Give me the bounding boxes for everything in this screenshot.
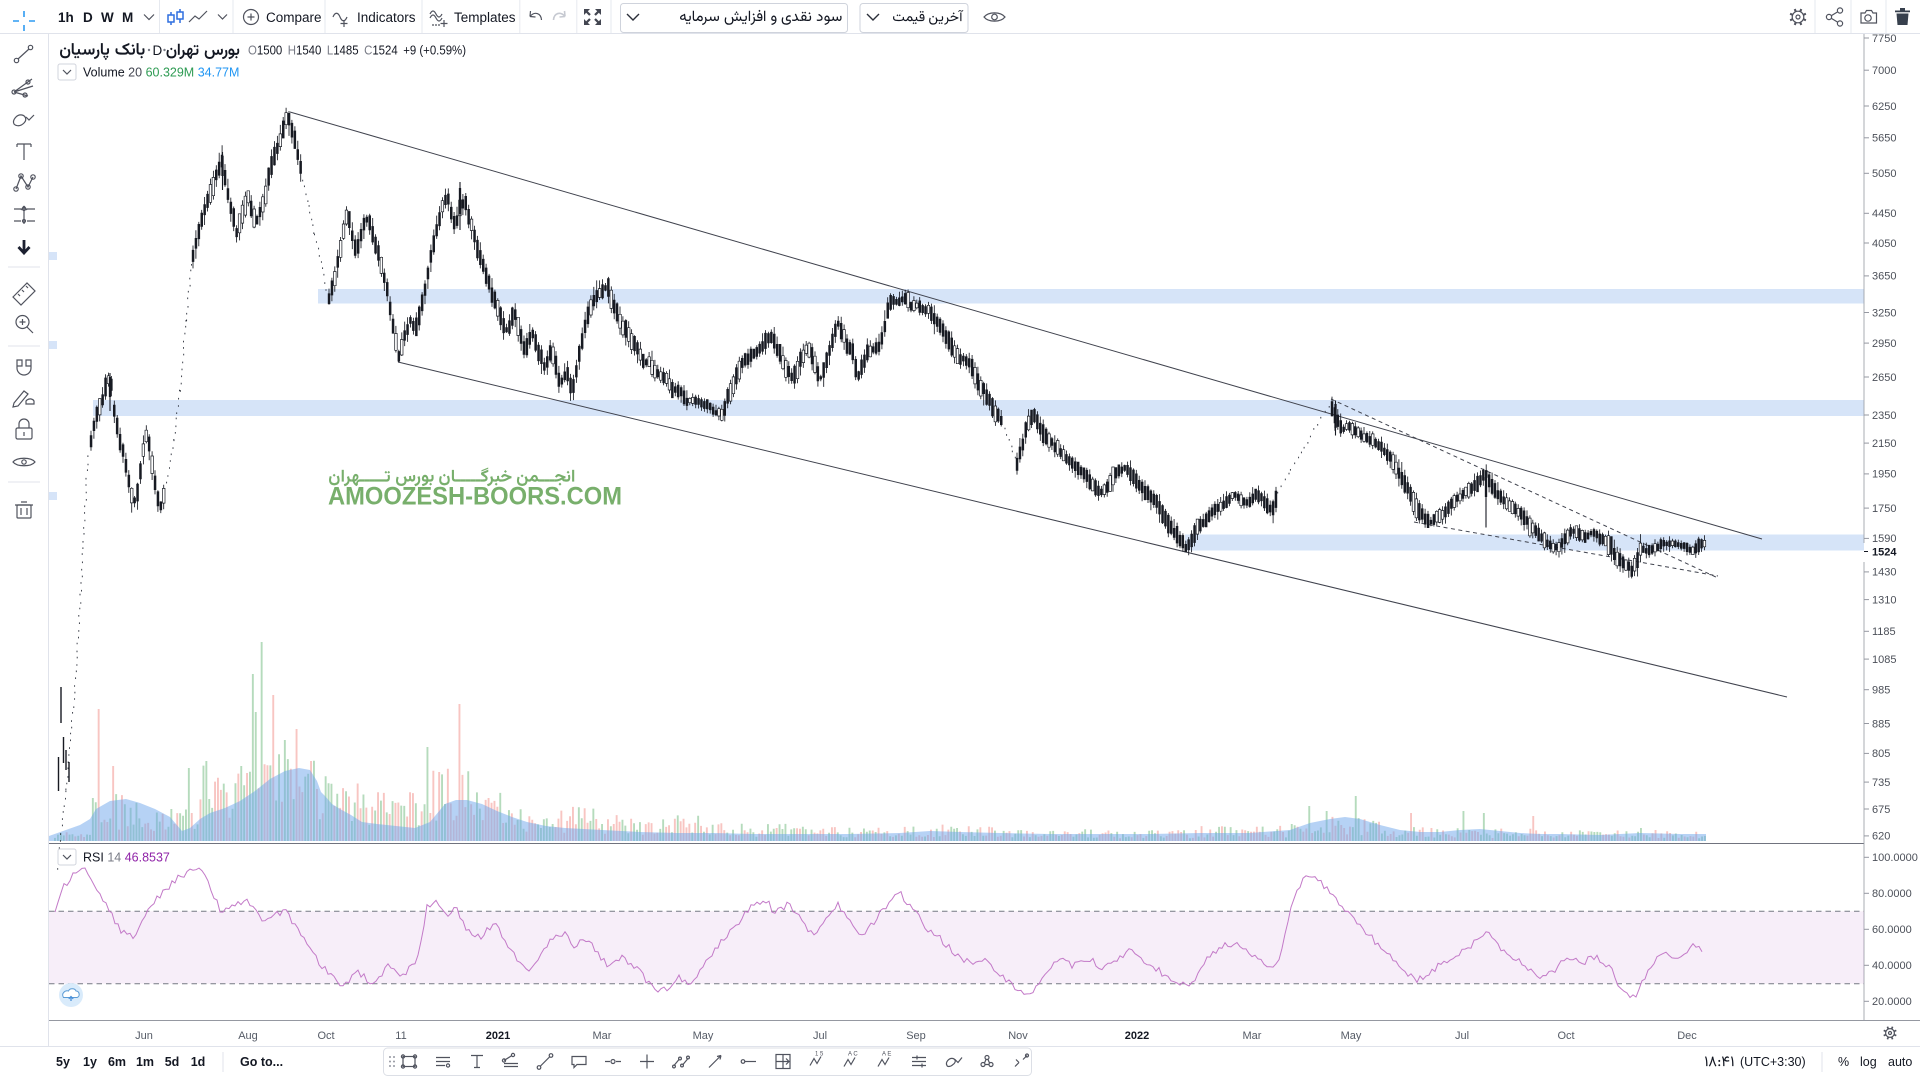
svg-text:5y: 5y: [56, 1055, 70, 1069]
svg-text:40.0000: 40.0000: [1872, 960, 1912, 972]
svg-text:AMOOZESH-BOORS.COM: AMOOZESH-BOORS.COM: [328, 483, 622, 511]
svg-text:6250: 6250: [1872, 101, 1896, 113]
svg-text:2650: 2650: [1872, 372, 1896, 384]
svg-text:20.0000: 20.0000: [1872, 996, 1912, 1008]
svg-text:1524: 1524: [1872, 546, 1897, 558]
svg-text:W: W: [101, 10, 114, 25]
svg-text:1590: 1590: [1872, 533, 1896, 545]
svg-text:auto: auto: [1888, 1055, 1912, 1069]
svg-text:1h: 1h: [58, 10, 74, 25]
svg-text:Compare: Compare: [266, 10, 322, 25]
svg-text:Mar: Mar: [1243, 1030, 1262, 1042]
svg-text:D: D: [153, 43, 163, 58]
svg-text:log: log: [1860, 1055, 1877, 1069]
svg-text:11: 11: [395, 1030, 406, 1042]
svg-text:3650: 3650: [1872, 271, 1896, 283]
svg-text:2150: 2150: [1872, 438, 1896, 450]
svg-text:May: May: [693, 1030, 714, 1042]
svg-text:7000: 7000: [1872, 65, 1896, 77]
svg-text:2950: 2950: [1872, 338, 1896, 350]
svg-text:5050: 5050: [1872, 168, 1896, 180]
svg-text:Indicators: Indicators: [357, 10, 416, 25]
svg-text:1310: 1310: [1872, 594, 1896, 606]
svg-text:Jul: Jul: [813, 1030, 827, 1042]
svg-text:%: %: [1838, 1055, 1849, 1069]
svg-text:5650: 5650: [1872, 133, 1896, 145]
svg-text:Nov: Nov: [1008, 1030, 1028, 1042]
svg-text:675: 675: [1872, 804, 1890, 816]
svg-text:D: D: [83, 10, 93, 25]
svg-text:7750: 7750: [1872, 33, 1896, 45]
svg-text:5d: 5d: [165, 1055, 180, 1069]
svg-text:1m: 1m: [136, 1055, 154, 1069]
svg-text:6m: 6m: [108, 1055, 126, 1069]
svg-text:80.0000: 80.0000: [1872, 888, 1912, 900]
svg-text:3250: 3250: [1872, 307, 1896, 319]
svg-text:805: 805: [1872, 748, 1890, 760]
svg-text:1430: 1430: [1872, 567, 1896, 579]
svg-text:985: 985: [1872, 685, 1890, 697]
svg-text:Jun: Jun: [135, 1030, 153, 1042]
svg-text:100.0000: 100.0000: [1872, 852, 1918, 864]
svg-text:2350: 2350: [1872, 410, 1896, 422]
svg-text:Oct: Oct: [1557, 1030, 1574, 1042]
svg-text:Mar: Mar: [593, 1030, 612, 1042]
svg-text:4050: 4050: [1872, 238, 1896, 250]
svg-text:M: M: [122, 10, 133, 25]
svg-text:Go to...: Go to...: [240, 1055, 283, 1069]
svg-text:1085: 1085: [1872, 654, 1896, 666]
svg-text:A C: A C: [848, 1052, 858, 1058]
svg-text:885: 885: [1872, 718, 1890, 730]
svg-text:RSI 14 46.8537: RSI 14 46.8537: [83, 851, 170, 865]
svg-text:Sep: Sep: [906, 1030, 926, 1042]
svg-text:60.0000: 60.0000: [1872, 924, 1912, 936]
svg-text:Templates: Templates: [454, 10, 516, 25]
svg-text:Jul: Jul: [1455, 1030, 1469, 1042]
svg-text:A E: A E: [882, 1052, 891, 1058]
svg-text:1950: 1950: [1872, 469, 1896, 481]
svg-text:4450: 4450: [1872, 208, 1896, 220]
svg-text:2022: 2022: [1125, 1030, 1149, 1042]
svg-text:1185: 1185: [1872, 626, 1896, 638]
svg-text:1 5: 1 5: [815, 1052, 824, 1058]
svg-text:1y: 1y: [83, 1055, 97, 1069]
svg-text:2021: 2021: [486, 1030, 510, 1042]
svg-text:Oct: Oct: [317, 1030, 334, 1042]
svg-text:1750: 1750: [1872, 503, 1896, 515]
svg-text:Aug: Aug: [238, 1030, 258, 1042]
svg-text:May: May: [1341, 1030, 1362, 1042]
svg-text:735: 735: [1872, 777, 1890, 789]
svg-text:Volume 20 60.329M 34.77M: Volume 20 60.329M 34.77M: [83, 66, 239, 80]
svg-text:1d: 1d: [191, 1055, 206, 1069]
svg-text:Dec: Dec: [1677, 1030, 1697, 1042]
svg-text:620: 620: [1872, 831, 1890, 843]
svg-text:(UTC+3:30): (UTC+3:30): [1740, 1055, 1806, 1069]
